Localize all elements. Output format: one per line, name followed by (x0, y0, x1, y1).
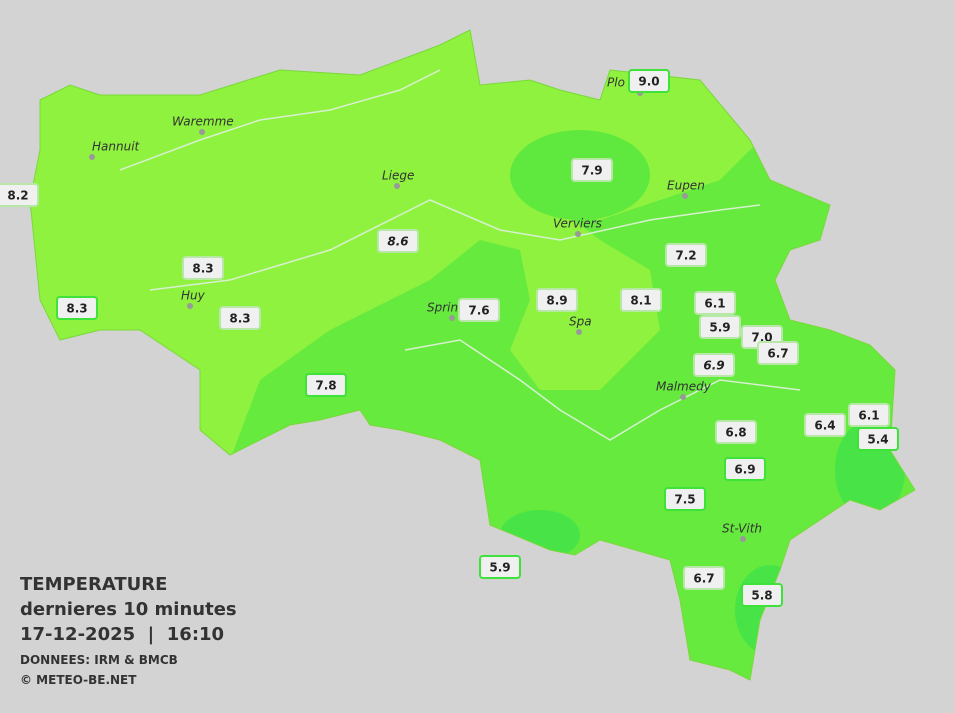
station-value: 6.9 (703, 359, 724, 373)
zone-cold (735, 565, 805, 655)
station-value: 6.8 (725, 426, 746, 440)
station-box (665, 243, 707, 267)
station-value: 5.8 (751, 589, 772, 603)
station-value: 6.9 (734, 463, 755, 477)
city-dot (199, 129, 205, 135)
station-value: 7.8 (315, 379, 336, 393)
city-dot (575, 231, 581, 237)
station-value: 7.5 (674, 493, 695, 507)
station-box (683, 566, 725, 590)
station-box (0, 183, 39, 207)
station-box (620, 288, 662, 312)
station-box (693, 353, 735, 377)
station-value: 8.3 (229, 312, 250, 326)
station-box (219, 306, 261, 330)
station-value: 5.9 (709, 321, 730, 335)
city-label: Sprin (427, 301, 458, 315)
station-box (699, 315, 741, 339)
city-dot (449, 315, 455, 321)
station-value: 8.3 (66, 302, 87, 316)
station-box (56, 296, 98, 320)
station-value: 8.9 (546, 294, 567, 308)
station-box (757, 341, 799, 365)
stations: 8.2 9.0 7.9 7.2 8.6 8.3 8.3 8.3 7.6 8.9 8.1 6.1 5.9 7… (0, 69, 899, 607)
station-box (305, 373, 347, 397)
station-value: 7.9 (581, 164, 602, 178)
station-value: 6.4 (814, 419, 835, 433)
station-box (479, 555, 521, 579)
city-label: Malmedy (656, 380, 712, 394)
station-box (724, 457, 766, 481)
city-dot (187, 303, 193, 309)
river (119, 69, 801, 441)
city-label: Verviers (553, 217, 602, 231)
station-value: 8.3 (192, 262, 213, 276)
city-dot (576, 329, 582, 335)
city-label: Spa (569, 315, 592, 329)
station-value: 5.4 (867, 433, 888, 447)
datetime: 17-12-2025 | 16:10 (20, 624, 224, 645)
station-box (628, 69, 670, 93)
station-value: 6.1 (704, 297, 725, 311)
station-value: 9.0 (638, 75, 659, 89)
city-dot (682, 193, 688, 199)
city-dot (89, 154, 95, 160)
station-value: 6.7 (767, 347, 788, 361)
station-value: 8.6 (387, 235, 408, 249)
station-value: 7.6 (468, 304, 489, 318)
station-box (848, 403, 890, 427)
station-box (377, 229, 419, 253)
city-label: Huy (181, 289, 206, 303)
city-dot (740, 536, 746, 542)
station-value: 8.1 (630, 294, 651, 308)
station-box (694, 291, 736, 315)
city-label: Plo (607, 76, 625, 90)
station-box (536, 288, 578, 312)
city-label: Waremme (172, 115, 234, 129)
city-label: Liege (382, 169, 414, 183)
station-value: 6.1 (858, 409, 879, 423)
city-dot (680, 394, 686, 400)
copyright: © METEO-BE.NET (20, 673, 137, 687)
source: DONNEES: IRM & BMCB (20, 653, 178, 667)
station-box (715, 420, 757, 444)
station-value: 6.7 (693, 572, 714, 586)
title: TEMPERATURE (20, 574, 167, 595)
station-box (182, 256, 224, 280)
station-box (571, 158, 613, 182)
station-box (857, 427, 899, 451)
city-label: Hannuit (92, 140, 141, 154)
city-dot (394, 183, 400, 189)
station-box (664, 487, 706, 511)
legend: TEMPERATURE dernieres 10 minutes 17-12-2… (20, 574, 237, 687)
cities: Hannuit Waremme Liege Huy Verviers Eupen Sprin… (89, 76, 762, 542)
station-box (458, 298, 500, 322)
station-box (741, 583, 783, 607)
station-value: 8.2 (7, 189, 28, 203)
subtitle: dernieres 10 minutes (20, 599, 237, 620)
zone-cold (500, 510, 580, 560)
city-label: St-Vith (722, 522, 762, 536)
station-value: 7.2 (675, 249, 696, 263)
city-label: Eupen (667, 179, 705, 193)
station-box (804, 413, 846, 437)
station-value: 5.9 (489, 561, 510, 575)
